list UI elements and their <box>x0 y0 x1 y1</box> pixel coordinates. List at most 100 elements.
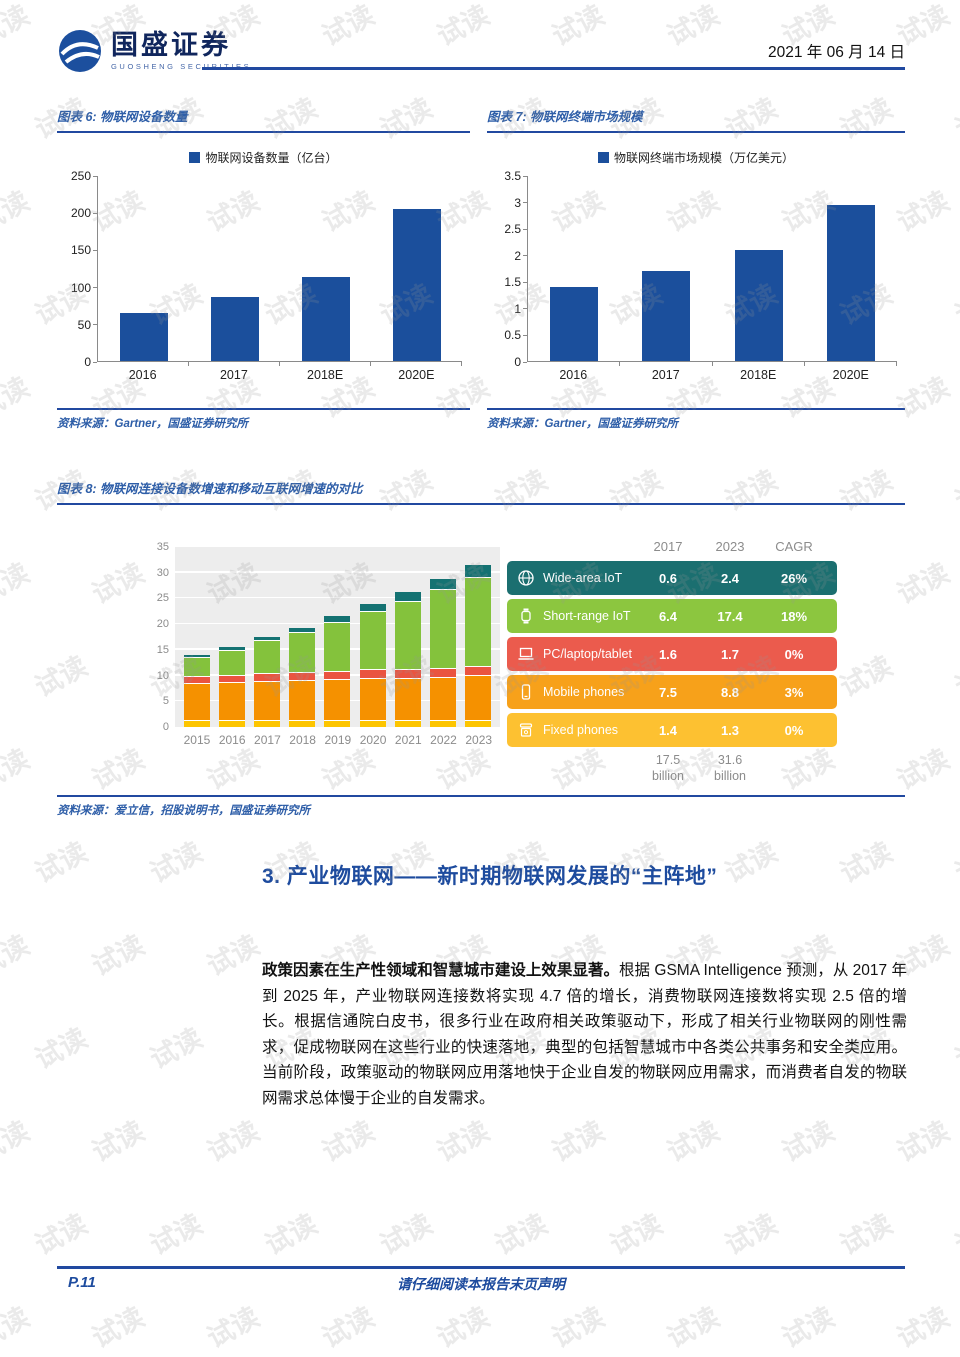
figure-6-legend: 物联网设备数量（亿台） <box>57 149 470 166</box>
bar-segment-fixed-phones <box>183 719 210 727</box>
x-axis-label: 2023 <box>465 733 493 747</box>
y-tick-mark <box>93 361 97 363</box>
figure-6-caption-rule <box>57 131 470 133</box>
row-value: 8.8 <box>720 684 740 700</box>
legend-label: 物联网终端市场规模（万亿美元） <box>613 151 794 165</box>
row-value: 1.6 <box>658 646 678 662</box>
y-tick-mark <box>93 287 97 289</box>
watermark-text: 试读 <box>605 1208 668 1261</box>
bar-segment-mobile-phones <box>254 681 281 720</box>
watermark-text: 试读 <box>950 278 960 331</box>
bar <box>392 209 441 361</box>
y-tick-mark <box>93 175 97 177</box>
bar-segment-pc-laptop-tablet <box>359 669 386 679</box>
report-date: 2021 年 06 月 14 日 <box>768 44 905 61</box>
paragraph-body: 根据 GSMA Intelligence 预测，从 2017 年到 2025 年… <box>262 962 907 1107</box>
header-divider <box>202 67 905 70</box>
bar-segment-pc-laptop-tablet <box>289 672 316 681</box>
watermark-text: 试读 <box>375 1208 438 1261</box>
y-tick-mark <box>523 308 527 310</box>
paragraph-lead: 政策因素在生产性领域和智慧城市建设上效果显著。 <box>262 962 620 979</box>
y-tick-mark <box>93 324 97 326</box>
total-value: 31.6 billion <box>714 753 746 783</box>
bar-segment-short-range-iot <box>183 656 210 676</box>
y-tick-label: 15 <box>156 643 169 656</box>
watermark-text: 试读 <box>0 371 35 424</box>
watermark-text: 试读 <box>662 1301 725 1354</box>
row-value: 6.4 <box>658 608 678 624</box>
row-value: 3% <box>784 684 804 700</box>
watermark-text: 试读 <box>87 1115 150 1168</box>
row-name: Fixed phones <box>543 723 619 737</box>
bar-segment-mobile-phones <box>289 680 316 720</box>
row-value: 1.7 <box>720 646 740 662</box>
y-tick-mark <box>93 249 97 251</box>
row-value: 0% <box>784 646 804 662</box>
row-name: Wide-area IoT <box>543 571 623 585</box>
bar-segment-fixed-phones <box>218 719 245 727</box>
stacked-bar <box>183 654 210 727</box>
bar-slot <box>189 176 280 361</box>
figure-7-caption-rule <box>487 131 905 133</box>
bar-segment-fixed-phones <box>430 720 457 727</box>
bar-segment-fixed-phones <box>394 720 421 727</box>
bar-segment-short-range-iot <box>359 611 386 670</box>
watermark-text: 试读 <box>0 185 35 238</box>
figure-6-bottom-rule <box>57 408 470 410</box>
bar-segment-short-range-iot <box>254 640 281 674</box>
bar-segment-pc-laptop-tablet <box>254 673 281 682</box>
bar-slot <box>98 176 189 361</box>
bar-segment-mobile-phones <box>218 682 245 720</box>
watermark-text: 试读 <box>0 929 35 982</box>
x-axis-label: 2022 <box>430 733 457 747</box>
watermark-text: 试读 <box>950 1022 960 1075</box>
row-value: 2.4 <box>720 570 740 586</box>
row-value: 17.4 <box>717 608 743 624</box>
row-value: 1.3 <box>720 722 740 738</box>
bar <box>210 297 259 361</box>
table-header-2017: 2017 <box>653 538 683 554</box>
bar-segment-wide-area-iot <box>359 604 386 612</box>
x-axis-label: 2018E <box>740 368 777 382</box>
watermark-text: 试读 <box>317 1115 380 1168</box>
figure-6-caption: 图表 6: 物联网设备数量 <box>57 110 188 124</box>
y-tick-label: 5 <box>162 695 169 708</box>
figure-8-source: 资料来源：爱立信，招股说明书，国盛证券研究所 <box>57 804 310 817</box>
y-tick-label: 20 <box>156 618 169 631</box>
y-tick-label: 250 <box>70 169 91 183</box>
row-label: PC/laptop/tablet <box>507 645 637 663</box>
y-tick-label: 10 <box>156 669 169 682</box>
y-tick-label: 25 <box>156 592 169 605</box>
y-tick-label: 35 <box>156 541 169 553</box>
x-axis-labels: 2016 2017 2018E 2020E <box>527 368 897 382</box>
row-value: 0% <box>784 722 804 738</box>
y-tick-mark <box>523 202 527 204</box>
y-tick-label: 1.5 <box>504 275 521 290</box>
watermark-text: 试读 <box>777 1115 840 1168</box>
watermark-text: 试读 <box>950 92 960 145</box>
watermark-text: 试读 <box>835 836 898 889</box>
watermark-text: 试读 <box>0 1115 35 1168</box>
bar-segment-pc-laptop-tablet <box>218 674 245 683</box>
y-tick-label: 0.5 <box>504 328 521 343</box>
row-value: 7.5 <box>658 684 678 700</box>
watermark-text: 试读 <box>432 1301 495 1354</box>
bar-slot <box>371 176 462 361</box>
grid-line <box>175 596 500 599</box>
y-tick-label: 2.5 <box>504 222 521 237</box>
figure-8-content: 0 5 10 15 20 25 30 35 2015 2016 2017 2018 2019 2020 2… <box>57 517 905 783</box>
bar-segment-short-range-iot <box>430 589 457 668</box>
x-tick-mark <box>711 362 713 366</box>
x-axis-label: 2018 <box>289 733 316 747</box>
x-tick-mark <box>188 362 189 366</box>
y-tick-mark <box>523 175 527 177</box>
table-header-2023: 2023 <box>715 538 745 554</box>
stacked-bar <box>218 647 245 727</box>
watermark-text: 试读 <box>547 1301 610 1354</box>
table-row: Mobile phones 7.5 8.8 3% <box>507 675 837 709</box>
bar-segment-mobile-phones <box>359 678 386 720</box>
bar-segment-mobile-phones <box>324 679 351 720</box>
watermark-text: 试读 <box>202 1301 265 1354</box>
watermark-text: 试读 <box>950 836 960 889</box>
stacked-bar <box>465 564 492 727</box>
